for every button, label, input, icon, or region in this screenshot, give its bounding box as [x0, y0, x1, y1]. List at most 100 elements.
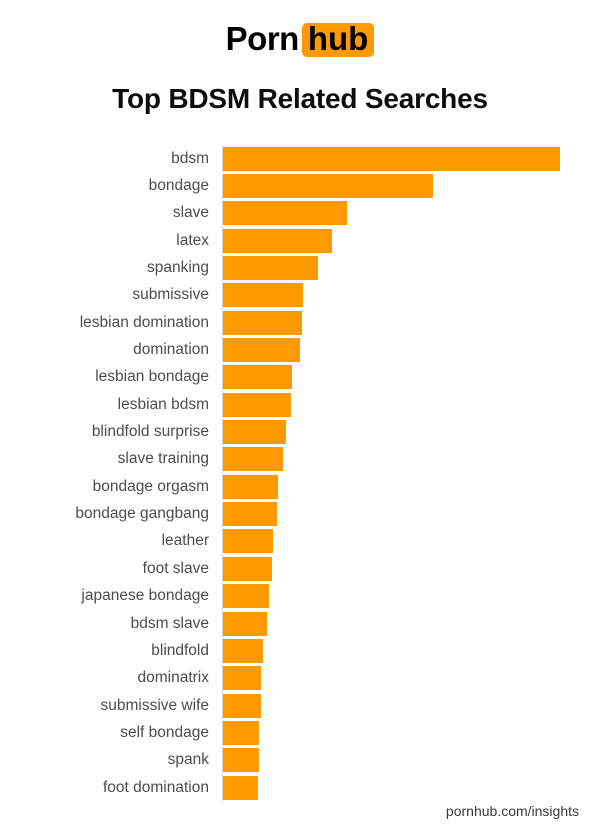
bar-track — [222, 391, 600, 419]
category-label: self bondage — [120, 723, 209, 741]
chart-row: slave training — [0, 445, 600, 474]
chart-row: foot slave — [0, 555, 600, 583]
chart-row: domination — [0, 336, 600, 364]
bar-lesbian-bdsm — [223, 392, 292, 417]
chart-row: bdsm slave — [0, 609, 600, 638]
chart-row: spanking — [0, 254, 600, 282]
bar-spank — [223, 748, 260, 773]
bar-foot-slave — [223, 556, 272, 581]
category-label: submissive — [132, 286, 209, 304]
category-label: dominatrix — [137, 669, 210, 687]
chart-row: latex — [0, 227, 600, 255]
bar-domination — [223, 338, 300, 363]
chart-row: blindfold — [0, 637, 600, 665]
bar-track — [222, 664, 600, 692]
bar-track — [222, 363, 600, 392]
chart-row: slave — [0, 199, 600, 228]
bar-track — [222, 227, 600, 255]
bar-track — [222, 527, 600, 556]
chart-row: dominatrix — [0, 664, 600, 692]
bar-submissive — [223, 283, 303, 308]
bar-slave — [223, 201, 348, 226]
bar-japanese-bondage — [223, 584, 269, 609]
category-label: latex — [176, 231, 209, 249]
category-label: bdsm — [171, 149, 209, 167]
bar-track — [222, 309, 600, 337]
category-label: lesbian domination — [79, 313, 209, 331]
category-label: bondage orgasm — [92, 477, 209, 495]
chart-row: lesbian domination — [0, 309, 600, 337]
category-label: slave training — [117, 450, 209, 468]
chart-row: bondage gangbang — [0, 500, 600, 528]
bar-submissive-wife — [223, 693, 262, 718]
category-label: lesbian bondage — [95, 368, 209, 386]
chart-row: submissive — [0, 281, 600, 310]
bar-track — [222, 145, 600, 173]
category-label: bdsm slave — [130, 614, 209, 632]
category-label: foot domination — [103, 778, 209, 796]
bar-track — [222, 691, 600, 720]
chart-row: japanese bondage — [0, 582, 600, 610]
category-label: foot slave — [142, 559, 209, 577]
bar-track — [222, 254, 600, 282]
bar-dominatrix — [223, 666, 262, 691]
bar-track — [222, 281, 600, 310]
logo-text-hub: hub — [301, 22, 375, 57]
chart-row: leather — [0, 527, 600, 556]
category-label: spank — [167, 751, 209, 769]
chart-row: lesbian bondage — [0, 363, 600, 392]
bar-bdsm — [223, 146, 560, 171]
bar-track — [222, 336, 600, 364]
chart-row: bondage — [0, 172, 600, 200]
bar-track — [222, 582, 600, 610]
category-label: blindfold — [151, 641, 209, 659]
bar-blindfold — [223, 638, 264, 663]
bar-bondage-orgasm — [223, 474, 278, 499]
bar-track — [222, 773, 600, 802]
category-label: lesbian bdsm — [117, 395, 209, 413]
bar-leather — [223, 529, 273, 554]
bar-track — [222, 609, 600, 638]
category-label: spanking — [146, 259, 209, 277]
bar-bondage-gangbang — [223, 502, 277, 527]
bar-track — [222, 418, 600, 446]
bar-chart: bdsm bondage slave latex spanking submissive l… — [0, 145, 600, 802]
category-label: japanese bondage — [81, 587, 209, 605]
chart-title: Top BDSM Related Searches — [112, 83, 488, 114]
category-label: slave — [172, 204, 209, 222]
bar-lesbian-domination — [223, 310, 302, 335]
bar-foot-domination — [223, 775, 259, 800]
bar-track — [222, 719, 600, 747]
category-label: bondage gangbang — [75, 505, 209, 523]
bar-spanking — [223, 256, 319, 281]
chart-row: bondage orgasm — [0, 473, 600, 501]
chart-row: submissive wife — [0, 691, 600, 720]
pornhub-logo: Porn hub — [0, 22, 600, 57]
bar-lesbian-bondage — [223, 365, 293, 390]
bar-track — [222, 172, 600, 200]
category-label: bondage — [148, 177, 209, 195]
category-label: leather — [161, 532, 209, 550]
bar-bdsm-slave — [223, 611, 268, 636]
bar-blindfold-surprise — [223, 420, 287, 445]
bar-bondage — [223, 174, 433, 199]
bar-slave-training — [223, 447, 283, 472]
category-label: domination — [133, 341, 209, 359]
chart-row: self bondage — [0, 719, 600, 747]
chart-row: foot domination — [0, 773, 600, 802]
source-caption: pornhub.com/insights — [445, 803, 579, 819]
bar-track — [222, 746, 600, 774]
bar-track — [222, 445, 600, 474]
category-label: submissive wife — [100, 696, 209, 714]
bar-track — [222, 199, 600, 228]
bar-track — [222, 473, 600, 501]
chart-row: bdsm — [0, 145, 600, 173]
bar-track — [222, 637, 600, 665]
logo-text-porn: Porn — [225, 20, 300, 57]
chart-row: blindfold surprise — [0, 418, 600, 446]
bar-track — [222, 500, 600, 528]
chart-row: spank — [0, 746, 600, 774]
bar-latex — [223, 228, 332, 253]
bar-self-bondage — [223, 720, 260, 745]
